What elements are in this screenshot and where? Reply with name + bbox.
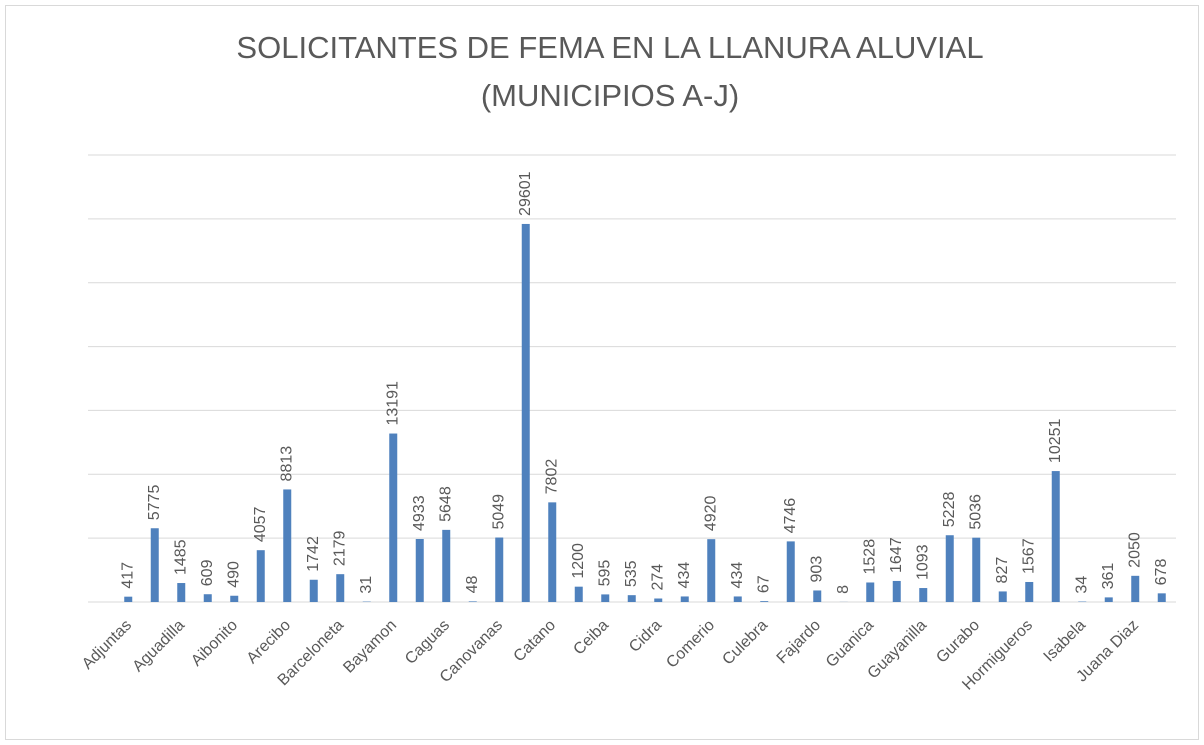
bar xyxy=(548,502,557,602)
bar xyxy=(813,590,822,602)
value-label: 417 xyxy=(119,562,136,589)
value-label: 13191 xyxy=(384,381,401,426)
bar xyxy=(998,591,1007,602)
value-label: 274 xyxy=(649,564,666,591)
bar xyxy=(627,595,636,602)
bar xyxy=(760,601,769,602)
value-label: 67 xyxy=(755,575,772,593)
value-label: 1528 xyxy=(861,539,878,575)
bar xyxy=(442,529,451,602)
bar xyxy=(230,595,239,602)
bar xyxy=(919,588,928,602)
value-label: 678 xyxy=(1153,559,1170,586)
bar xyxy=(654,598,663,602)
bar xyxy=(574,586,583,602)
bar xyxy=(468,601,477,602)
value-label: 2050 xyxy=(1126,532,1143,568)
bar xyxy=(733,596,742,602)
value-label: 48 xyxy=(464,575,481,593)
value-label: 29601 xyxy=(517,171,534,216)
value-label: 8 xyxy=(835,585,852,594)
chart-title: SOLICITANTES DE FEMA EN LA LLANURA ALUVI… xyxy=(236,30,983,65)
bar xyxy=(415,538,424,602)
bar xyxy=(495,537,504,602)
value-label: 1200 xyxy=(570,543,587,579)
value-label: 595 xyxy=(596,560,613,587)
value-label: 2179 xyxy=(331,530,348,566)
bar xyxy=(521,223,530,602)
bar xyxy=(283,489,292,602)
bar xyxy=(256,550,265,602)
bar xyxy=(680,596,689,602)
bar xyxy=(309,579,318,602)
bar xyxy=(707,539,716,602)
value-label: 5036 xyxy=(967,494,984,530)
bar xyxy=(124,596,133,602)
value-label: 4057 xyxy=(252,506,269,542)
value-label: 7802 xyxy=(543,459,560,495)
bar xyxy=(892,580,901,602)
bar xyxy=(177,583,186,602)
value-label: 535 xyxy=(623,560,640,587)
bar xyxy=(1157,593,1166,602)
value-label: 4746 xyxy=(782,498,799,534)
bar xyxy=(866,582,875,602)
bar xyxy=(336,574,345,602)
value-label: 5648 xyxy=(437,486,454,522)
value-label: 609 xyxy=(199,559,216,586)
value-label: 827 xyxy=(994,557,1011,584)
value-label: 5049 xyxy=(490,494,507,530)
chart-title: (MUNICIPIOS A-J) xyxy=(481,78,739,113)
bar xyxy=(945,535,954,602)
value-label: 8813 xyxy=(278,446,295,482)
value-label: 1485 xyxy=(172,539,189,575)
value-label: 4920 xyxy=(702,495,719,531)
bar xyxy=(786,541,795,602)
value-label: 490 xyxy=(225,561,242,588)
bar xyxy=(972,537,981,602)
bar xyxy=(389,433,398,602)
bar xyxy=(601,594,610,602)
bar xyxy=(150,528,159,602)
value-label: 1647 xyxy=(888,537,905,573)
value-label: 1093 xyxy=(914,544,931,580)
chart-border xyxy=(5,5,1199,740)
value-label: 10251 xyxy=(1047,418,1064,463)
value-label: 903 xyxy=(808,556,825,583)
bar xyxy=(1051,471,1060,602)
value-label: 1567 xyxy=(1020,538,1037,574)
bar xyxy=(1025,581,1034,602)
value-label: 4933 xyxy=(411,495,428,531)
value-label: 434 xyxy=(729,562,746,589)
value-label: 34 xyxy=(1073,576,1090,594)
value-label: 361 xyxy=(1100,563,1117,590)
value-label: 1742 xyxy=(305,536,322,572)
bar xyxy=(1104,597,1113,602)
value-label: 5775 xyxy=(146,485,163,521)
value-label: 434 xyxy=(676,562,693,589)
bar xyxy=(203,594,212,602)
bar xyxy=(1131,575,1140,602)
value-label: 5228 xyxy=(941,492,958,528)
value-label: 31 xyxy=(358,576,375,594)
